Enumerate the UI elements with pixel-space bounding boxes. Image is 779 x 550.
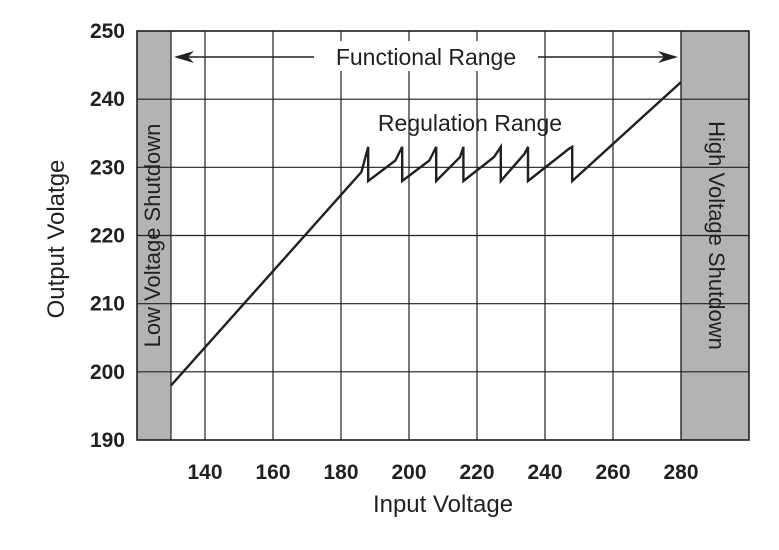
x-tick-label: 140 — [187, 461, 222, 484]
x-tick-label: 160 — [255, 461, 290, 484]
y-axis-title: Output Volatge — [43, 160, 70, 319]
arrowhead-left-icon — [174, 51, 194, 63]
arrowhead-right-icon — [658, 51, 678, 63]
functional-range-label-bg — [316, 41, 536, 71]
y-tick-label: 230 — [90, 156, 125, 179]
plot-frame — [136, 30, 750, 441]
x-tick-label: 220 — [459, 461, 494, 484]
y-tick-label: 190 — [90, 429, 125, 452]
x-tick-label: 260 — [595, 461, 630, 484]
y-tick-label: 240 — [90, 88, 125, 111]
y-tick-label: 250 — [90, 20, 125, 43]
y-tick-label: 200 — [90, 361, 125, 384]
output-voltage-line — [170, 81, 682, 387]
x-tick-label: 240 — [527, 461, 562, 484]
tick-labels: 140 160 180 200 220 240 260 280 190 200 210 220 230 2… — [90, 20, 699, 484]
x-tick-label: 280 — [663, 461, 698, 484]
functional-range-label: Functional Range — [336, 44, 516, 70]
y-tick-label: 220 — [90, 225, 125, 248]
regulation-range-label: Regulation Range — [378, 110, 562, 136]
annotations: Functional Range Regulation Range — [174, 41, 678, 136]
x-tick-label: 200 — [391, 461, 426, 484]
series-layer — [170, 81, 682, 387]
grid-lines — [136, 30, 750, 441]
y-tick-label: 210 — [90, 293, 125, 316]
x-tick-label: 180 — [323, 461, 358, 484]
x-axis-title: Input Voltage — [373, 491, 513, 518]
